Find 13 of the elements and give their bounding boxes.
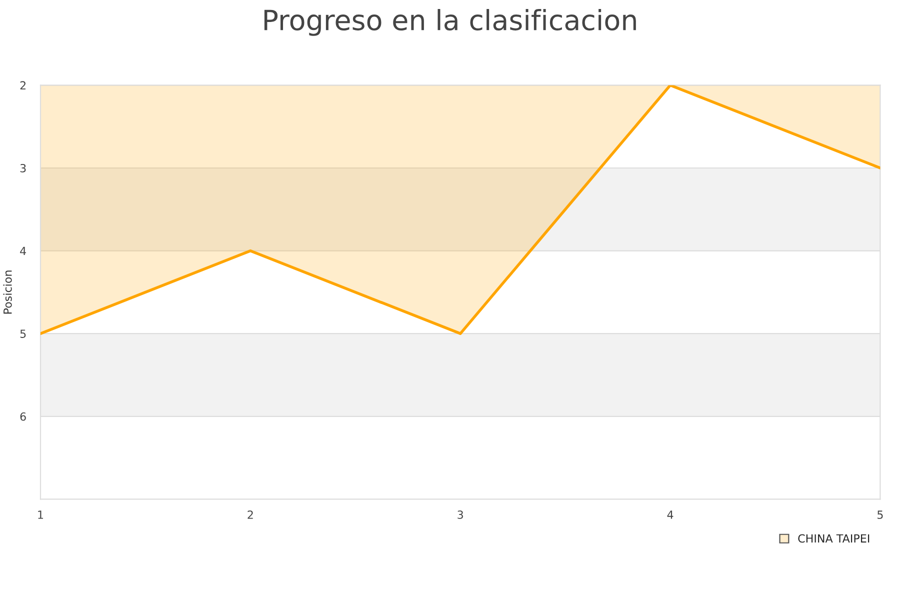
y-tick-label: 3 xyxy=(20,164,26,172)
chart-title: Progreso en la clasificacion xyxy=(264,9,636,36)
x-tick-label: 1 xyxy=(38,510,44,519)
x-tick-label: 2 xyxy=(248,510,253,519)
x-tick-label: 5 xyxy=(878,510,883,519)
y-tick-label: 2 xyxy=(20,81,26,90)
y-tick-label: 5 xyxy=(20,330,26,338)
x-tick-label: 4 xyxy=(667,510,674,519)
x-tick-label: 3 xyxy=(458,510,463,519)
y-tick-label: 6 xyxy=(20,412,26,421)
legend-label: CHINA TAIPEI xyxy=(798,534,870,543)
y-axis-title: Posicion xyxy=(3,270,12,314)
y-tick-label: 4 xyxy=(20,246,26,256)
